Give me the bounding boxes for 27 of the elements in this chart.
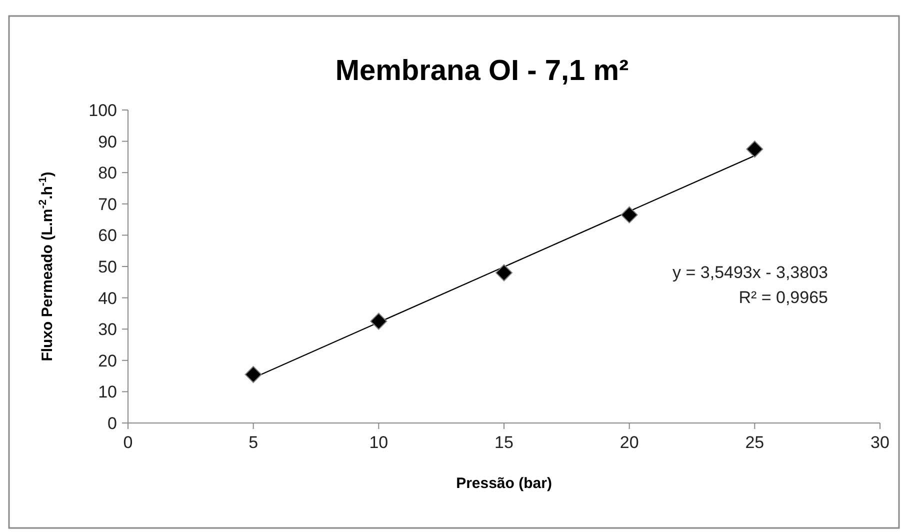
x-tick-label: 15 [494,433,514,452]
x-axis-title: Pressão (bar) [456,475,552,492]
point [746,140,764,158]
y-tick-label: 90 [98,132,117,152]
y-tick-label: 50 [98,257,117,276]
x-tick-label: 10 [369,433,388,452]
x-tick-label: 5 [248,433,258,452]
x-tick-label: 0 [123,433,133,452]
point [496,264,512,282]
y-tick-label: 70 [98,194,117,214]
x-tick-label: 30 [870,433,890,452]
chart-title: Membrana OI - 7,1 m² [335,55,629,87]
y-tick-label: 40 [98,288,117,308]
point [620,206,638,224]
x-tick-label: 20 [620,433,639,452]
y-tick-label: 30 [98,320,117,340]
x-tick-label: 25 [745,433,764,452]
y-tick-label: 60 [98,226,117,246]
point [244,366,262,383]
y-tick-label: 20 [98,351,117,370]
y-tick-label: 0 [108,414,117,433]
y-tick-label: 80 [98,164,117,183]
y-tick-label: 100 [88,100,117,120]
y-tick-label: 10 [98,382,117,402]
annotation: y = 3,5493x - 3,3803 [672,263,828,282]
point [370,312,388,330]
annotation: R² = 0,9965 [738,288,828,307]
